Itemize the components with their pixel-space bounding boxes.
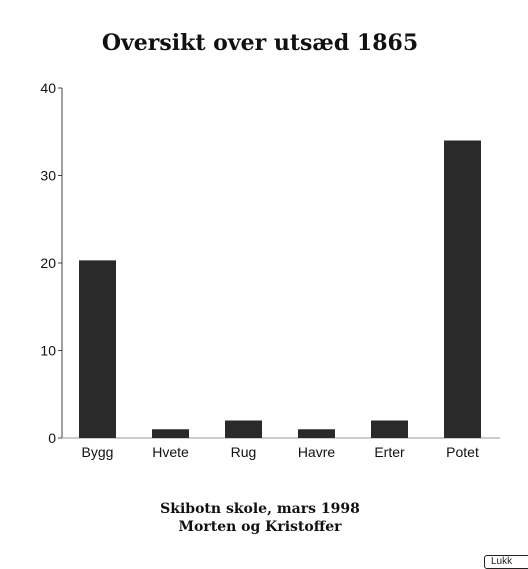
- close-button[interactable]: Lukk: [484, 555, 528, 569]
- x-tick-label: Hvete: [152, 444, 189, 460]
- y-tick-label: 40: [40, 80, 56, 96]
- chart-title: Oversikt over utsæd 1865: [101, 30, 419, 56]
- footer-line-school: Skibotn skole, mars 1998: [160, 501, 360, 517]
- y-tick-label: 10: [40, 343, 56, 359]
- y-tick-label: 30: [40, 168, 56, 184]
- bar-bygg: [79, 260, 116, 438]
- x-tick-label: Havre: [298, 444, 336, 460]
- chart-bars: [79, 140, 481, 438]
- bar-erter: [371, 420, 408, 438]
- x-tick-label: Potet: [446, 444, 479, 460]
- x-tick-label: Bygg: [82, 444, 114, 460]
- footer-line-authors: Morten og Kristoffer: [178, 519, 342, 535]
- x-tick-label: Erter: [374, 444, 405, 460]
- bar-chart: 0 10 20 30 40 Bygg Hvete Rug Havre Erter Potet: [40, 80, 500, 460]
- bar-havre: [298, 429, 335, 438]
- bar-potet: [444, 140, 481, 438]
- bar-hvete: [152, 429, 189, 438]
- chart-labels: Bygg Hvete Rug Havre Erter Potet: [82, 444, 479, 460]
- chart-footer: Skibotn skole, mars 1998 Morten og Krist…: [0, 500, 520, 536]
- y-tick-label: 0: [48, 430, 56, 446]
- chart-axes: 0 10 20 30 40: [40, 80, 500, 446]
- bar-rug: [225, 420, 262, 438]
- x-tick-label: Rug: [231, 444, 257, 460]
- y-tick-label: 20: [40, 255, 56, 271]
